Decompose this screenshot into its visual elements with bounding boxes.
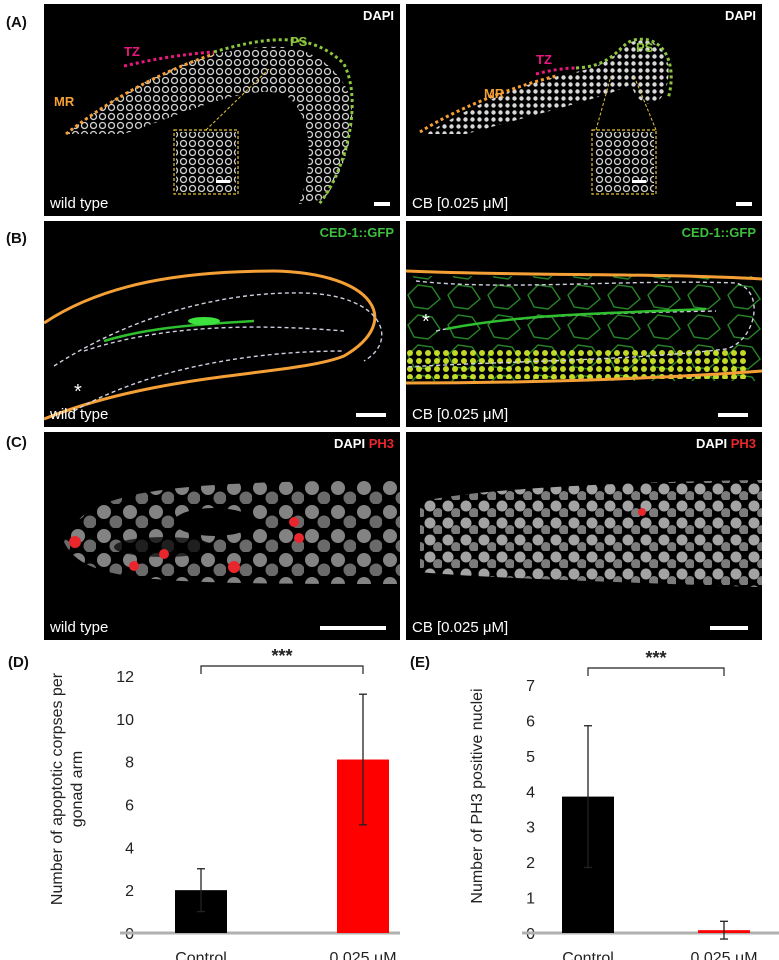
gonad-ced1-treated <box>406 269 762 385</box>
micrograph-c-right: DAPI PH3 CB [0.025 μM] <box>406 432 762 640</box>
y-tick-label: 2 <box>526 855 535 872</box>
scale-bar <box>374 202 390 206</box>
asterisk-marker: * <box>422 311 430 333</box>
micrograph-b-right: CED-1::GFP * CB [0.025 μM] <box>406 221 762 427</box>
panel-label-a: (A) <box>6 14 27 31</box>
zone-label-ps: PS <box>290 34 308 49</box>
gonad-dapi-ph3-treated <box>420 480 762 587</box>
chart-apoptotic-corpses: 024681012Number of apoptotic corpses per… <box>49 646 400 960</box>
zone-label-mr: MR <box>54 94 75 109</box>
condition-label: wild type <box>50 195 109 212</box>
scale-bar <box>736 202 752 206</box>
micrograph-a-right: DAPI MR TZ PS CB [0.025 μM] <box>406 4 762 216</box>
micrograph-c-left: DAPI PH3 wild type <box>44 432 400 640</box>
panel-label-e: (E) <box>410 654 430 671</box>
condition-label: wild type <box>50 619 109 636</box>
panel-label-c: (C) <box>6 434 27 451</box>
condition-label: wild type <box>50 406 109 423</box>
gonad-dapi-wildtype <box>65 38 354 205</box>
category-label: Control <box>175 950 227 960</box>
stain-label: CED-1::GFP <box>319 225 394 240</box>
gonad-dapi-treated <box>419 37 673 195</box>
category-label: 0.025 μM <box>329 950 396 960</box>
asterisk-marker: * <box>74 381 82 403</box>
y-tick-label: 8 <box>125 755 134 772</box>
panel-label-b: (B) <box>6 230 27 247</box>
y-tick-label: 7 <box>526 678 535 695</box>
y-tick-label: 5 <box>526 749 535 766</box>
y-axis-label: gonad arm <box>69 751 86 828</box>
condition-label: CB [0.025 μM] <box>412 619 509 636</box>
zone-label-tz: TZ <box>124 44 140 59</box>
y-tick-label: 2 <box>125 883 134 900</box>
stain-label-group: DAPI PH3 <box>334 436 394 451</box>
zone-label-tz: TZ <box>536 52 552 67</box>
condition-label: CB [0.025 μM] <box>412 195 509 212</box>
gonad-dapi-ph3-wildtype <box>64 480 400 584</box>
scale-bar <box>320 626 386 630</box>
gonad-ced1-wildtype <box>44 269 383 421</box>
stain-label-group: DAPI PH3 <box>696 436 756 451</box>
micrograph-b-left: CED-1::GFP * wild type <box>44 221 400 427</box>
significance-bracket <box>200 665 364 674</box>
y-tick-label: 4 <box>526 784 535 801</box>
y-tick-label: 12 <box>116 669 134 686</box>
y-tick-label: 1 <box>526 891 535 908</box>
category-label: 0.025 μM <box>690 950 757 960</box>
significance-bracket <box>587 667 725 676</box>
condition-label: CB [0.025 μM] <box>412 406 509 423</box>
inset-scale-bar <box>216 180 230 183</box>
inset-scale-bar <box>632 180 646 183</box>
stain-label-ph3: PH3 <box>368 436 394 451</box>
category-label: Control <box>562 950 614 960</box>
scale-bar <box>710 626 748 630</box>
y-axis-label: Number of apoptotic corpses per <box>49 672 66 905</box>
stain-label-dapi: DAPI <box>696 436 728 451</box>
y-tick-label: 6 <box>526 713 535 730</box>
chart-ph3-nuclei: 01234567Number of PH3 positive nucleiCon… <box>469 648 779 960</box>
y-tick-label: 3 <box>526 820 535 837</box>
significance-label: *** <box>271 646 292 666</box>
stain-label-ph3: PH3 <box>730 436 756 451</box>
y-axis-label: Number of PH3 positive nuclei <box>469 688 486 903</box>
stain-label: DAPI <box>362 8 394 23</box>
scale-bar <box>718 413 748 417</box>
stain-label: DAPI <box>724 8 756 23</box>
significance-label: *** <box>645 648 666 668</box>
y-tick-label: 10 <box>116 712 134 729</box>
panel-label-d: (D) <box>8 654 29 671</box>
zone-label-ps: PS <box>636 40 654 55</box>
scale-bar <box>356 413 386 417</box>
stain-label-dapi: DAPI <box>334 436 366 451</box>
zone-label-mr: MR <box>484 86 505 101</box>
micrograph-a-left: DAPI MR TZ PS wild type <box>44 4 400 216</box>
stain-label: CED-1::GFP <box>681 225 756 240</box>
y-tick-label: 6 <box>125 798 134 815</box>
y-tick-label: 4 <box>125 840 134 857</box>
